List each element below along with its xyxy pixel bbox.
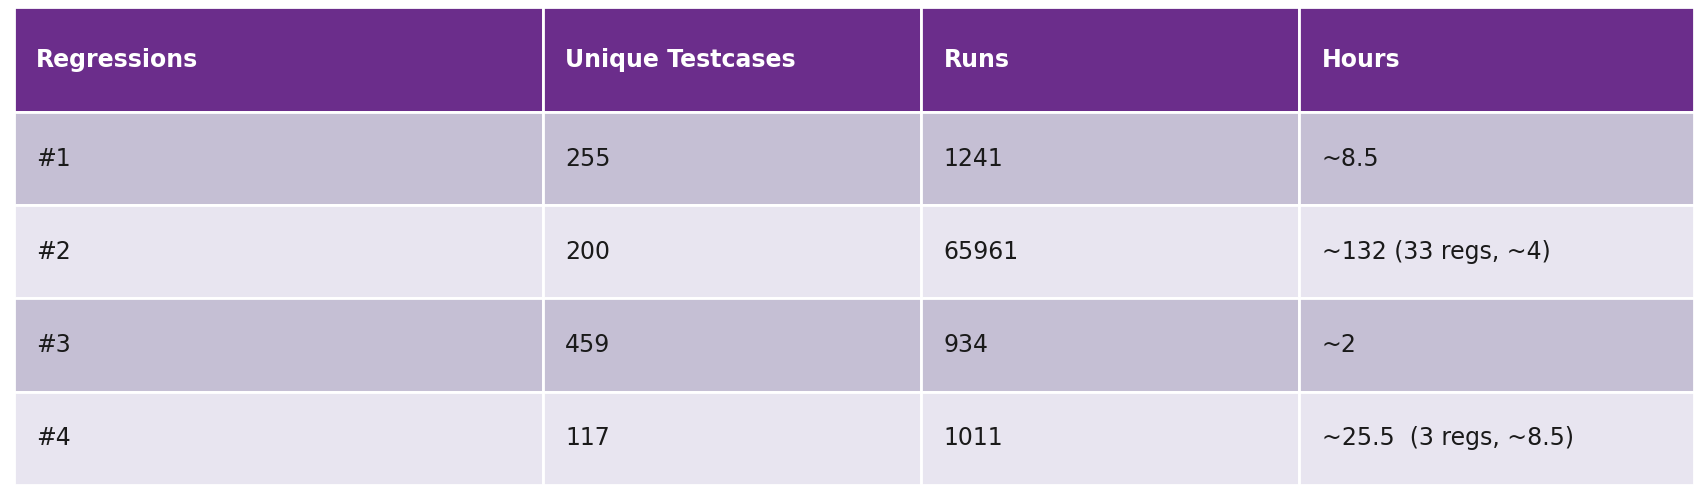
Bar xyxy=(543,392,920,485)
Text: #3: #3 xyxy=(36,333,70,357)
Bar xyxy=(543,7,920,112)
Bar xyxy=(920,112,1299,206)
Text: Unique Testcases: Unique Testcases xyxy=(565,48,795,72)
Text: 117: 117 xyxy=(565,426,609,450)
Bar xyxy=(920,7,1299,112)
Bar xyxy=(1299,206,1693,299)
Bar xyxy=(14,112,543,206)
Bar xyxy=(920,299,1299,392)
Text: 1241: 1241 xyxy=(942,147,1002,171)
Text: 459: 459 xyxy=(565,333,609,357)
Bar xyxy=(14,206,543,299)
Text: ~25.5  (3 regs, ~8.5): ~25.5 (3 regs, ~8.5) xyxy=(1321,426,1572,450)
Text: 934: 934 xyxy=(942,333,988,357)
Bar xyxy=(543,299,920,392)
Bar xyxy=(1299,299,1693,392)
Bar xyxy=(14,7,543,112)
Bar xyxy=(1299,392,1693,485)
Bar xyxy=(14,392,543,485)
Text: ~8.5: ~8.5 xyxy=(1321,147,1378,171)
Bar xyxy=(14,299,543,392)
Text: #4: #4 xyxy=(36,426,70,450)
Text: ~132 (33 regs, ~4): ~132 (33 regs, ~4) xyxy=(1321,240,1550,264)
Bar xyxy=(543,206,920,299)
Text: 65961: 65961 xyxy=(942,240,1017,264)
Text: Runs: Runs xyxy=(942,48,1009,72)
Text: ~2: ~2 xyxy=(1321,333,1355,357)
Text: 1011: 1011 xyxy=(942,426,1002,450)
Text: Regressions: Regressions xyxy=(36,48,198,72)
Text: Hours: Hours xyxy=(1321,48,1400,72)
Bar xyxy=(920,206,1299,299)
Bar xyxy=(1299,7,1693,112)
Text: 255: 255 xyxy=(565,147,611,171)
Text: #1: #1 xyxy=(36,147,70,171)
Bar xyxy=(543,112,920,206)
Text: #2: #2 xyxy=(36,240,70,264)
Bar xyxy=(920,392,1299,485)
Text: 200: 200 xyxy=(565,240,609,264)
Bar xyxy=(1299,112,1693,206)
